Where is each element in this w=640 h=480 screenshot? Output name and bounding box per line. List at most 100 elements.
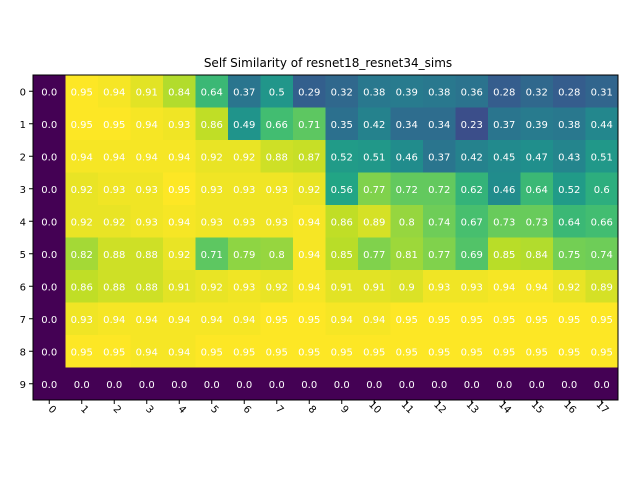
heatmap-cell (358, 302, 391, 336)
heatmap-cell-labels: 0.0 0.95 0.94 0.91 0.84 0.64 0.37 0.5 0.29 0.32 0.… (41, 87, 613, 391)
heatmap-cell (130, 367, 164, 401)
heatmap-cell-label: 0.5 (269, 87, 285, 98)
heatmap-cell-label: 0.52 (558, 185, 580, 196)
heatmap-cell-label: 0.0 (366, 380, 382, 391)
heatmap-cell (33, 75, 66, 108)
heatmap-cell (423, 172, 456, 206)
heatmap-cell-label: 0.71 (298, 120, 320, 131)
heatmap-cell-label: 0.46 (396, 152, 418, 163)
heatmap-cell (553, 75, 586, 108)
y-axis-ticks: 0 1 2 3 4 5 6 7 8 9 (20, 87, 33, 391)
heatmap-cell (293, 140, 326, 173)
heatmap-cell (195, 172, 229, 206)
heatmap-cell-label: 0.94 (233, 315, 255, 326)
heatmap-cell (455, 367, 489, 401)
heatmap-cell-label: 0.73 (493, 217, 515, 228)
heatmap-cell-label: 0.88 (136, 250, 158, 261)
heatmap-cell (163, 205, 196, 238)
heatmap-cell (228, 302, 261, 336)
heatmap-cell-label: 0.94 (493, 282, 515, 293)
heatmap-cell-label: 0.93 (461, 282, 483, 293)
heatmap-cell (455, 302, 489, 336)
heatmap-cell (488, 367, 521, 401)
heatmap-cell-label: 0.86 (201, 120, 223, 131)
heatmap-cell-label: 0.93 (233, 282, 255, 293)
y-tick-label: 8 (20, 347, 26, 358)
heatmap-cell-label: 0.0 (399, 380, 415, 391)
heatmap-cell (325, 270, 359, 303)
heatmap-cell-label: 0.95 (591, 315, 613, 326)
heatmap-cell (130, 172, 164, 206)
heatmap-cell (163, 335, 196, 368)
heatmap-cell (228, 172, 261, 206)
heatmap-cell-label: 0.95 (396, 347, 418, 358)
heatmap-cell-label: 0.95 (168, 185, 190, 196)
heatmap-cell-label: 0.92 (298, 185, 320, 196)
heatmap-cell (390, 237, 424, 271)
y-tick-label: 5 (20, 250, 26, 261)
heatmap-cell (390, 270, 424, 303)
heatmap-cell-label: 0.77 (363, 185, 385, 196)
heatmap-cell-label: 0.37 (428, 152, 450, 163)
heatmap-cell (65, 302, 99, 336)
heatmap-cell (293, 172, 326, 206)
heatmap-cell-label: 0.49 (233, 120, 255, 131)
heatmap-cell-label: 0.93 (266, 217, 288, 228)
heatmap-cell (98, 107, 131, 141)
heatmap-cell (65, 367, 99, 401)
heatmap-cell-label: 0.73 (526, 217, 548, 228)
axes-frame (32, 74, 619, 401)
heatmap-cell (228, 107, 261, 141)
heatmap-cell (488, 140, 521, 173)
heatmap-cell-label: 0.93 (168, 120, 190, 131)
heatmap-cell (488, 107, 521, 141)
heatmap-cell (358, 335, 391, 368)
heatmap-cell-label: 0.94 (103, 87, 125, 98)
heatmap-cell (260, 302, 294, 336)
heatmap-cell (325, 107, 359, 141)
heatmap-cell (423, 270, 456, 303)
heatmap-cell (65, 205, 99, 238)
heatmap-cell (520, 335, 554, 368)
heatmap-cell (325, 205, 359, 238)
heatmap-cell (33, 270, 66, 303)
heatmap-cell (553, 367, 586, 401)
heatmap-cell (293, 367, 326, 401)
heatmap-cell (293, 335, 326, 368)
heatmap-cell-label: 0.28 (493, 87, 515, 98)
heatmap-cell (228, 140, 261, 173)
heatmap-cell-label: 0.0 (464, 380, 480, 391)
heatmap-cell (195, 367, 229, 401)
heatmap-cell-label: 0.95 (363, 347, 385, 358)
heatmap-cell-label: 0.95 (526, 347, 548, 358)
heatmap-cell (358, 75, 391, 108)
heatmap-cell (488, 335, 521, 368)
heatmap-cell-label: 0.29 (298, 87, 320, 98)
heatmap-cell (455, 237, 489, 271)
heatmap-cell-label: 0.95 (493, 315, 515, 326)
heatmap-cell-label: 0.94 (136, 315, 158, 326)
heatmap-cell (65, 172, 99, 206)
heatmap-cell (260, 172, 294, 206)
heatmap-cell (585, 335, 619, 368)
heatmap-cell-label: 0.37 (233, 87, 255, 98)
heatmap-cell (260, 140, 294, 173)
heatmap-cell (358, 107, 391, 141)
heatmap-cell-label: 0.8 (269, 250, 285, 261)
heatmap-cell-label: 0.52 (331, 152, 353, 163)
heatmap-cell (390, 107, 424, 141)
heatmap-cell-label: 0.85 (493, 250, 515, 261)
heatmap-cell (423, 237, 456, 271)
heatmap-cell-label: 0.0 (41, 120, 57, 131)
heatmap-cell-label: 0.85 (331, 250, 353, 261)
heatmap-cell-label: 0.94 (331, 315, 353, 326)
heatmap-cell-label: 0.0 (41, 152, 57, 163)
heatmap-cell-label: 0.0 (41, 347, 57, 358)
heatmap-cell (33, 140, 66, 173)
heatmap-cell-label: 0.56 (331, 185, 353, 196)
heatmap-cell-label: 0.66 (591, 217, 613, 228)
heatmap-cell-label: 0.9 (399, 282, 415, 293)
heatmap-cell (33, 367, 66, 401)
heatmap-cell (585, 107, 619, 141)
heatmap-cell (228, 237, 261, 271)
